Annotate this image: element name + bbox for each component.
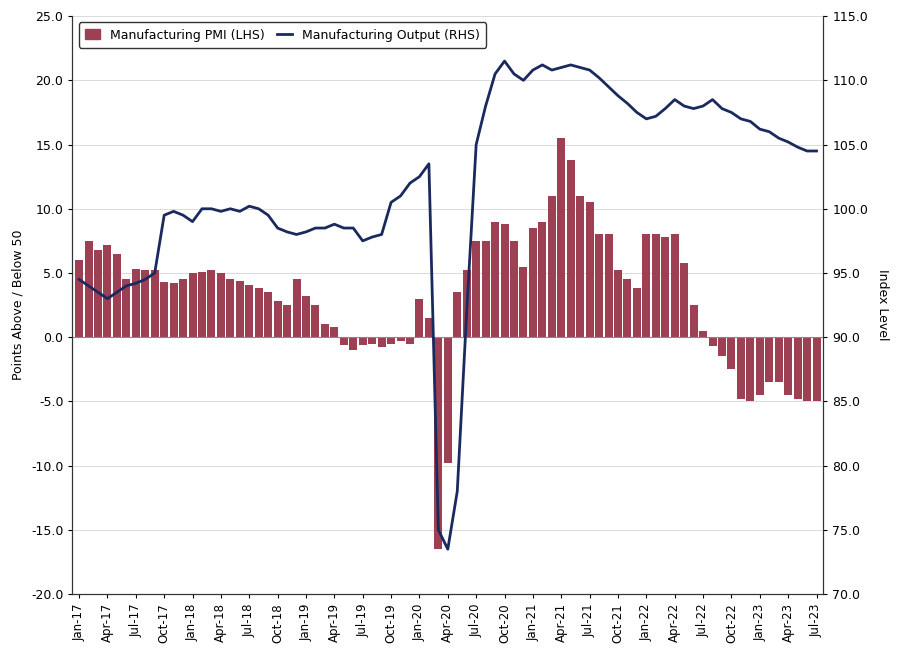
Bar bbox=[624, 279, 632, 337]
Bar bbox=[378, 337, 385, 347]
Bar bbox=[75, 260, 83, 337]
Bar bbox=[85, 241, 93, 337]
Bar bbox=[169, 283, 177, 337]
Bar bbox=[131, 269, 140, 337]
Bar bbox=[236, 281, 244, 337]
Bar bbox=[104, 245, 112, 337]
Bar bbox=[670, 235, 679, 337]
Bar bbox=[340, 337, 347, 345]
Bar bbox=[368, 337, 376, 343]
Bar bbox=[529, 228, 537, 337]
Bar bbox=[349, 337, 357, 350]
Bar bbox=[737, 337, 745, 399]
Bar bbox=[614, 271, 622, 337]
Bar bbox=[406, 337, 414, 343]
Bar bbox=[160, 282, 168, 337]
Bar bbox=[633, 288, 641, 337]
Bar bbox=[482, 241, 490, 337]
Bar bbox=[425, 318, 433, 337]
Bar bbox=[718, 337, 726, 356]
Bar bbox=[662, 237, 670, 337]
Bar bbox=[727, 337, 735, 370]
Bar bbox=[255, 288, 263, 337]
Bar bbox=[557, 138, 565, 337]
Bar bbox=[784, 337, 792, 395]
Legend: Manufacturing PMI (LHS), Manufacturing Output (RHS): Manufacturing PMI (LHS), Manufacturing O… bbox=[78, 22, 486, 48]
Bar bbox=[198, 271, 206, 337]
Bar bbox=[141, 271, 149, 337]
Bar bbox=[680, 263, 688, 337]
Bar bbox=[188, 273, 196, 337]
Bar bbox=[756, 337, 764, 395]
Bar bbox=[94, 250, 102, 337]
Bar bbox=[519, 267, 527, 337]
Bar bbox=[454, 292, 462, 337]
Bar bbox=[538, 222, 546, 337]
Bar bbox=[302, 296, 310, 337]
Bar bbox=[567, 160, 575, 337]
Bar bbox=[794, 337, 802, 399]
Bar bbox=[321, 324, 328, 337]
Bar bbox=[510, 241, 518, 337]
Bar bbox=[274, 301, 282, 337]
Bar bbox=[245, 284, 253, 337]
Bar bbox=[416, 299, 424, 337]
Bar bbox=[207, 271, 215, 337]
Bar bbox=[112, 254, 121, 337]
Bar bbox=[548, 196, 556, 337]
Bar bbox=[586, 202, 594, 337]
Bar bbox=[226, 279, 234, 337]
Bar bbox=[775, 337, 783, 382]
Bar bbox=[595, 235, 603, 337]
Bar bbox=[576, 196, 584, 337]
Bar bbox=[491, 222, 500, 337]
Bar bbox=[652, 235, 660, 337]
Bar bbox=[689, 305, 698, 337]
Bar bbox=[292, 279, 301, 337]
Bar bbox=[813, 337, 821, 402]
Bar bbox=[122, 279, 130, 337]
Bar bbox=[765, 337, 773, 382]
Bar bbox=[708, 337, 716, 346]
Bar bbox=[359, 337, 366, 345]
Bar bbox=[605, 235, 613, 337]
Bar bbox=[311, 305, 320, 337]
Bar bbox=[444, 337, 452, 463]
Bar bbox=[150, 271, 158, 337]
Bar bbox=[643, 235, 651, 337]
Bar bbox=[500, 224, 508, 337]
Bar bbox=[472, 241, 481, 337]
Bar bbox=[217, 273, 225, 337]
Bar bbox=[265, 292, 272, 337]
Bar bbox=[387, 337, 395, 343]
Bar bbox=[330, 327, 338, 337]
Bar bbox=[746, 337, 754, 402]
Bar bbox=[284, 305, 291, 337]
Bar bbox=[179, 279, 187, 337]
Y-axis label: Index Level: Index Level bbox=[876, 269, 889, 341]
Bar bbox=[803, 337, 811, 402]
Y-axis label: Points Above / Below 50: Points Above / Below 50 bbox=[11, 230, 24, 381]
Bar bbox=[397, 337, 405, 341]
Bar bbox=[699, 331, 707, 337]
Bar bbox=[435, 337, 443, 549]
Bar bbox=[463, 271, 471, 337]
